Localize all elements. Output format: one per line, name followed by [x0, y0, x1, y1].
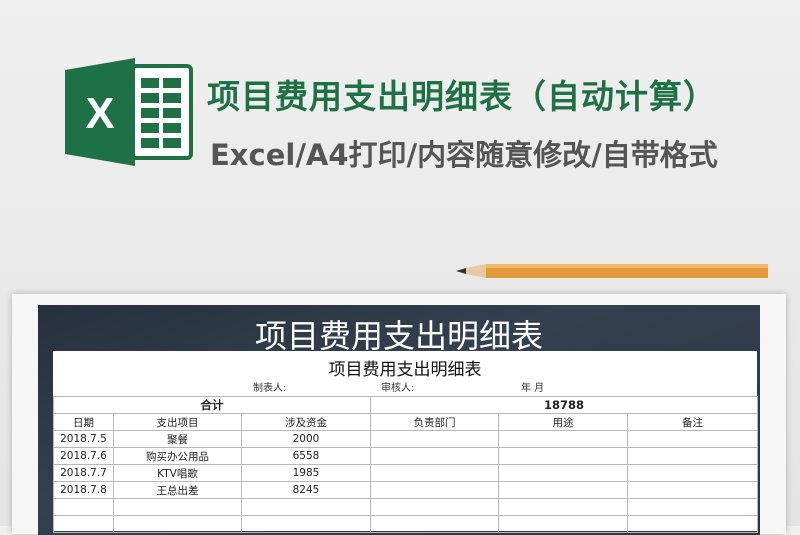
- total-row: 合计 18788: [53, 396, 758, 414]
- maker-label: 制表人:: [253, 383, 287, 394]
- cell: 2018.7.8: [53, 481, 114, 499]
- cell: 1985: [241, 464, 371, 482]
- cell: [498, 481, 628, 499]
- sheet-title: 项目费用支出明细表: [328, 360, 482, 380]
- cell: 8245: [241, 481, 371, 499]
- cell: 2018.7.5: [53, 430, 114, 448]
- page-title: 项目费用支出明细表（自动计算）: [207, 77, 717, 116]
- cell: [370, 481, 499, 499]
- header-row: 日期 支出项目 涉及资金 负责部门 用途 备注: [53, 413, 758, 431]
- cell: [498, 464, 628, 482]
- cell: 2018.7.6: [53, 447, 114, 465]
- cell: [370, 430, 499, 448]
- column-header: 涉及资金: [241, 413, 371, 431]
- total-value: 18788: [370, 396, 758, 414]
- pencil-icon: [456, 264, 768, 278]
- column-header: 支出项目: [113, 413, 242, 431]
- column-header: 负责部门: [370, 413, 499, 431]
- table-row: 2018.7.5 聚餐 2000: [53, 430, 758, 448]
- cell: 购买办公用品: [113, 447, 242, 465]
- cell: 2000: [241, 430, 371, 448]
- date-label: 年 月: [521, 383, 545, 394]
- cell: KTV唱歌: [113, 464, 242, 482]
- cell: [627, 447, 758, 465]
- page-subtitle: Excel/A4打印/内容随意修改/自带格式: [210, 138, 718, 172]
- cell: 王总出差: [113, 481, 242, 499]
- cell: [370, 464, 499, 482]
- excel-logo-icon: X: [65, 58, 193, 166]
- total-label: 合计: [53, 396, 371, 414]
- column-header: 备注: [627, 413, 758, 431]
- column-header: 用途: [498, 413, 628, 431]
- reviewer-label: 审核人:: [381, 383, 415, 394]
- table-row: 2018.7.7 KTV唱歌 1985: [53, 464, 758, 482]
- table-row: 2018.7.8 王总出差 8245: [53, 481, 758, 499]
- svg-text:X: X: [85, 89, 114, 138]
- banner-title: 项目费用支出明细表: [254, 317, 543, 355]
- expense-table: 合计 18788 日期 支出项目 涉及资金 负责部门 用途 备注 2018.7.5 聚餐 200…: [53, 396, 758, 533]
- table-row: 2018.7.6 购买办公用品 6558: [53, 447, 758, 465]
- cell: [627, 481, 758, 499]
- cell: [627, 430, 758, 448]
- cell: [498, 430, 628, 448]
- table-row: [53, 515, 758, 533]
- spreadsheet: 项目费用支出明细表 制表人: 审核人: 年 月 合计 18788 日期 支出项目 涉及…: [53, 351, 758, 533]
- cell: 6558: [241, 447, 371, 465]
- table-row: [53, 498, 758, 516]
- cell: [498, 447, 628, 465]
- cell: [627, 464, 758, 482]
- column-header: 日期: [53, 413, 114, 431]
- cell: 2018.7.7: [53, 464, 114, 482]
- cell: 聚餐: [113, 430, 242, 448]
- cell: [370, 447, 499, 465]
